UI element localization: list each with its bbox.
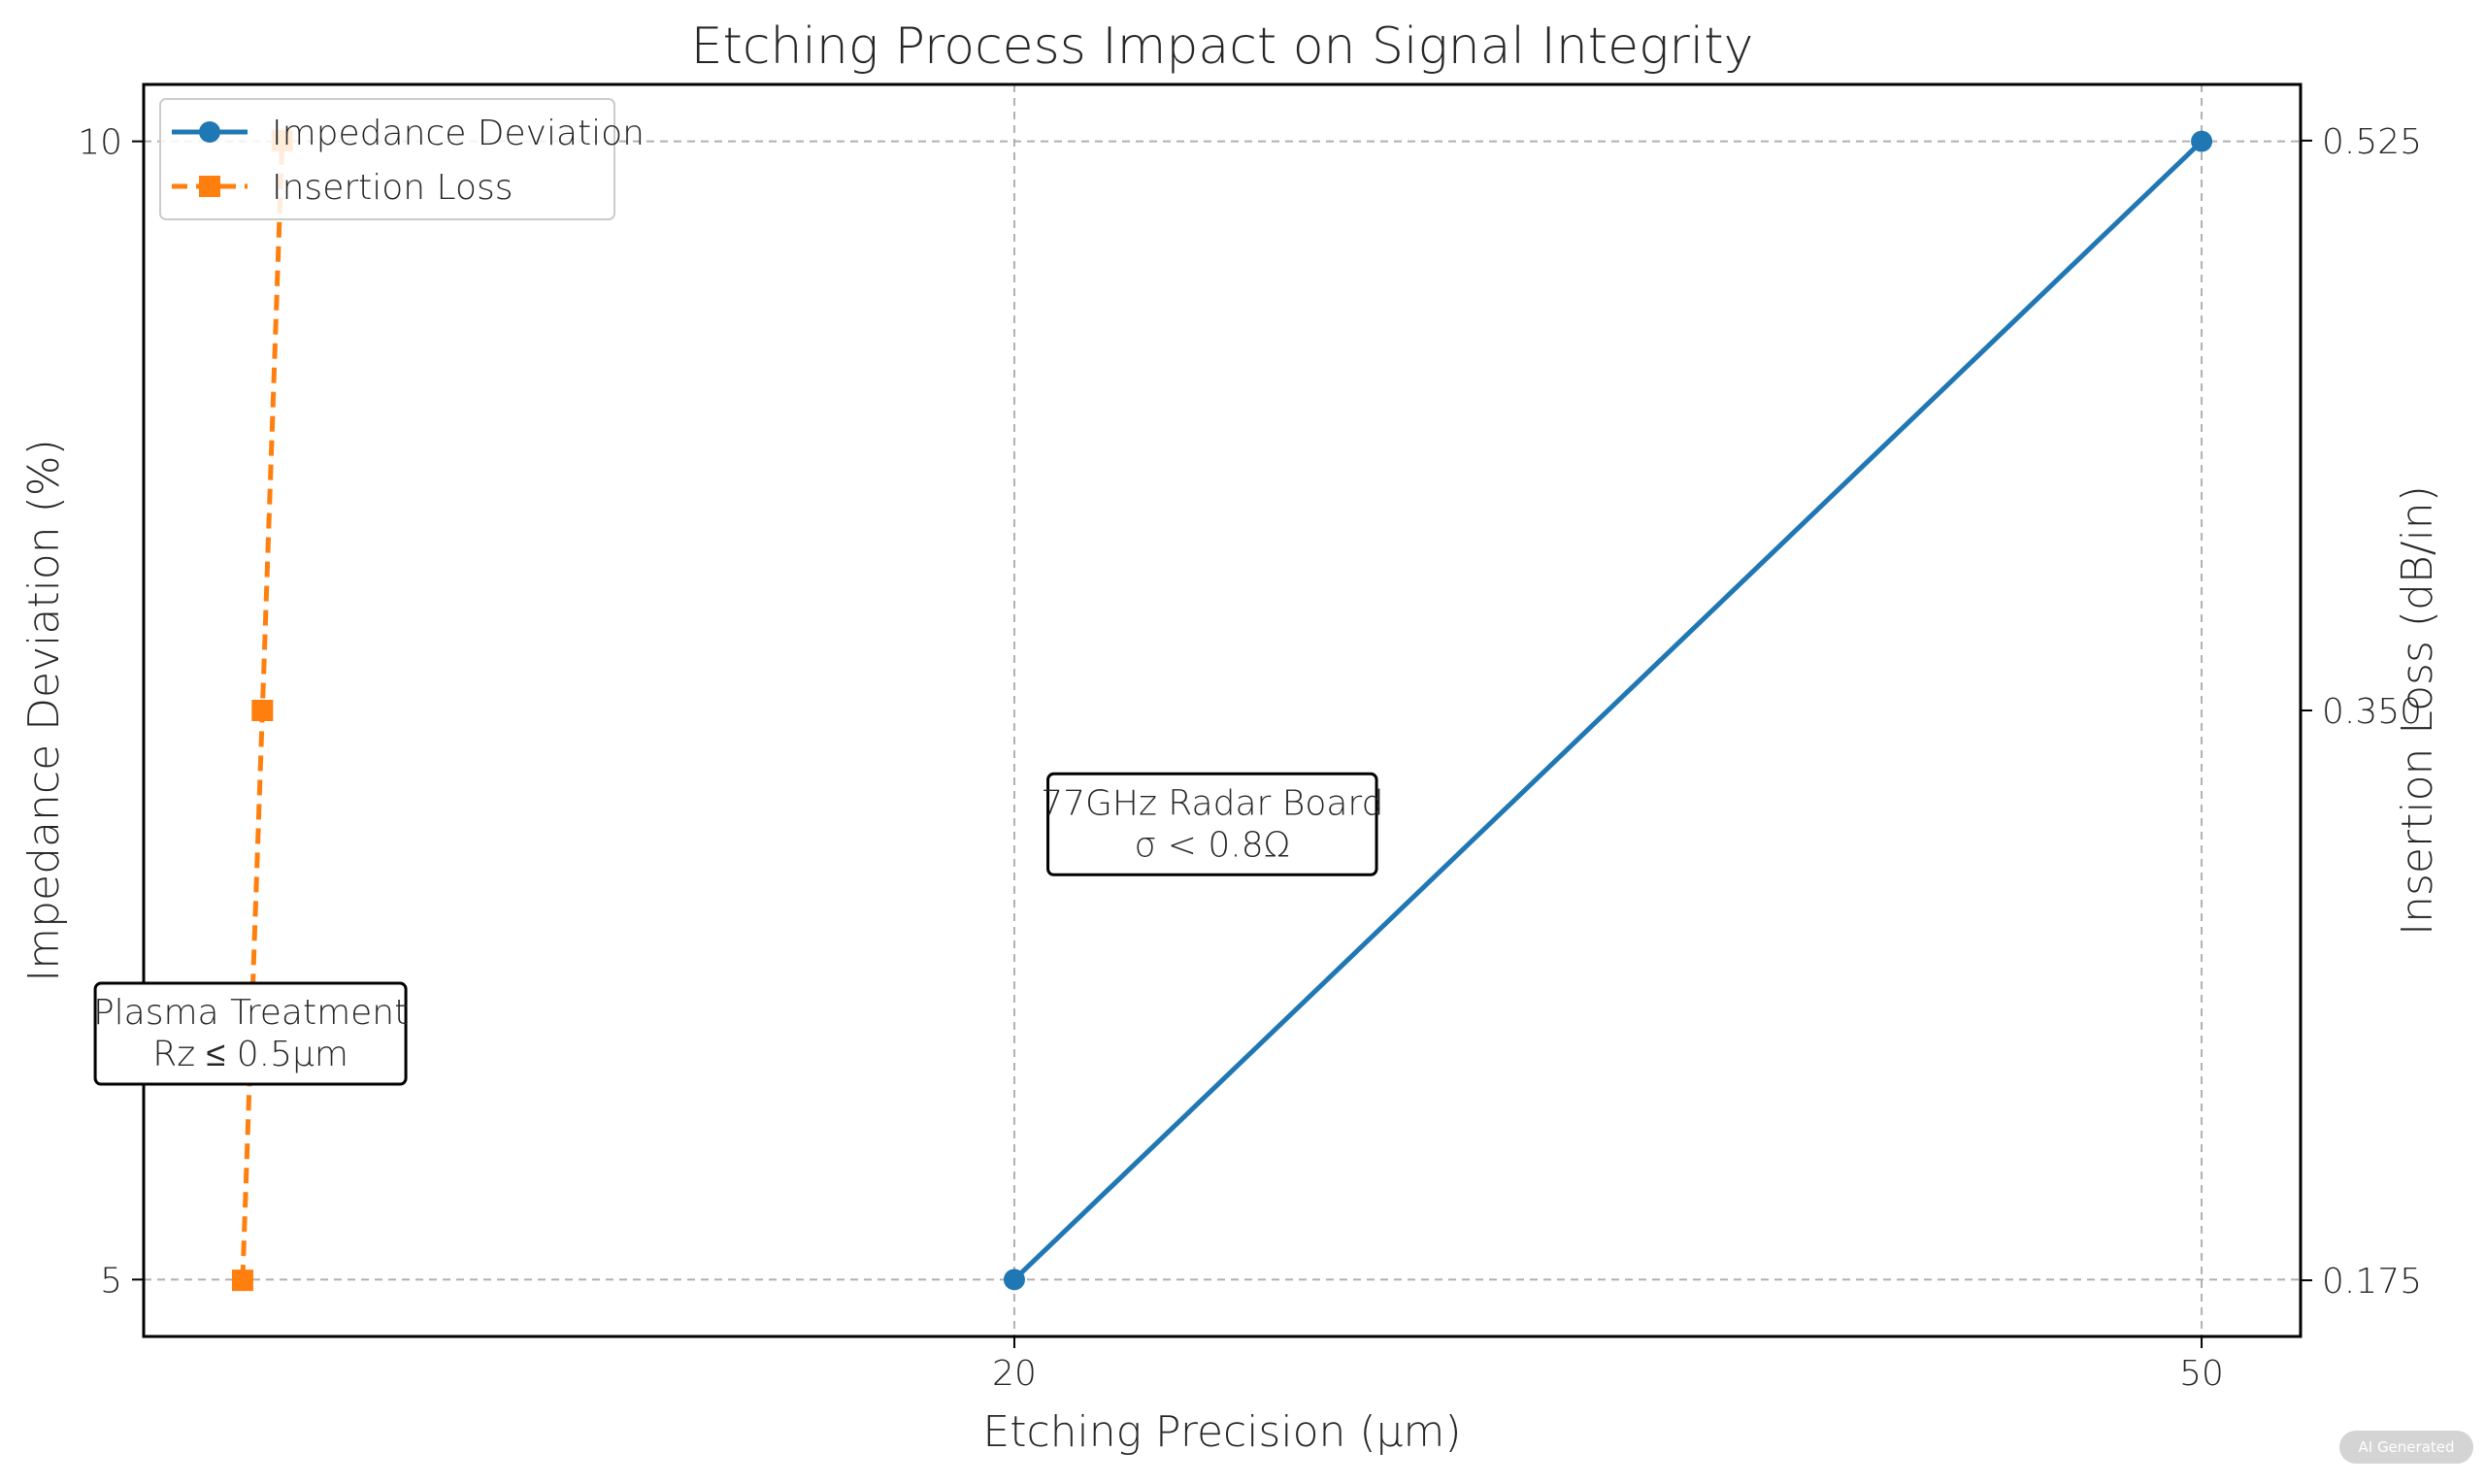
x-tick-label: 50 <box>2179 1354 2224 1394</box>
series-line-0 <box>1012 139 2203 1282</box>
annotation-text: Rz ≤ 0.5μm <box>152 1035 348 1074</box>
data-point-circle <box>2191 130 2213 152</box>
series-layer <box>231 129 2213 1292</box>
y2-tick-label: 0.350 <box>2322 692 2422 732</box>
legend-marker-circle <box>199 121 220 143</box>
ai-generated-badge: AI Generated <box>2339 1431 2473 1464</box>
data-point-circle <box>1003 1269 1025 1291</box>
annotation-text: 77GHz Radar Board <box>1041 783 1383 823</box>
ai-generated-badge-label: AI Generated <box>2358 1438 2454 1456</box>
plot-frame <box>142 82 2303 1338</box>
annotation-frame <box>93 981 408 1086</box>
chart-title: Etching Process Impact on Signal Integri… <box>691 17 1754 76</box>
y-tick-label: 5 <box>100 1261 122 1301</box>
legend-label-1: Insertion Loss <box>272 168 514 208</box>
legend-label-0: Impedance Deviation <box>272 114 645 153</box>
annotation-frame <box>1046 772 1378 876</box>
data-point-square <box>231 1270 253 1292</box>
y2-tick-label: 0.525 <box>2322 122 2422 162</box>
y-tick-label: 10 <box>78 123 122 163</box>
x-axis-label: Etching Precision (μm) <box>982 1407 1461 1457</box>
legend: Impedance Deviation Insertion Loss <box>159 98 645 220</box>
y2-tick-label: 0.175 <box>2322 1262 2422 1302</box>
legend-frame <box>159 98 615 220</box>
legend-marker-square <box>199 176 220 197</box>
grid <box>144 84 2301 1336</box>
annotation-text: σ < 0.8Ω <box>1134 825 1290 865</box>
x-tick-label: 20 <box>992 1354 1037 1394</box>
annotation-text: Plasma Treatment <box>93 993 408 1033</box>
data-point-square <box>251 700 274 721</box>
y-axis-label: Impedance Deviation (%) <box>19 439 69 981</box>
axes: 20 50 5 10 0.175 0.350 0.525 <box>78 122 2422 1394</box>
y2-axis-label: Insertion Loss (dB/in) <box>2393 485 2442 936</box>
